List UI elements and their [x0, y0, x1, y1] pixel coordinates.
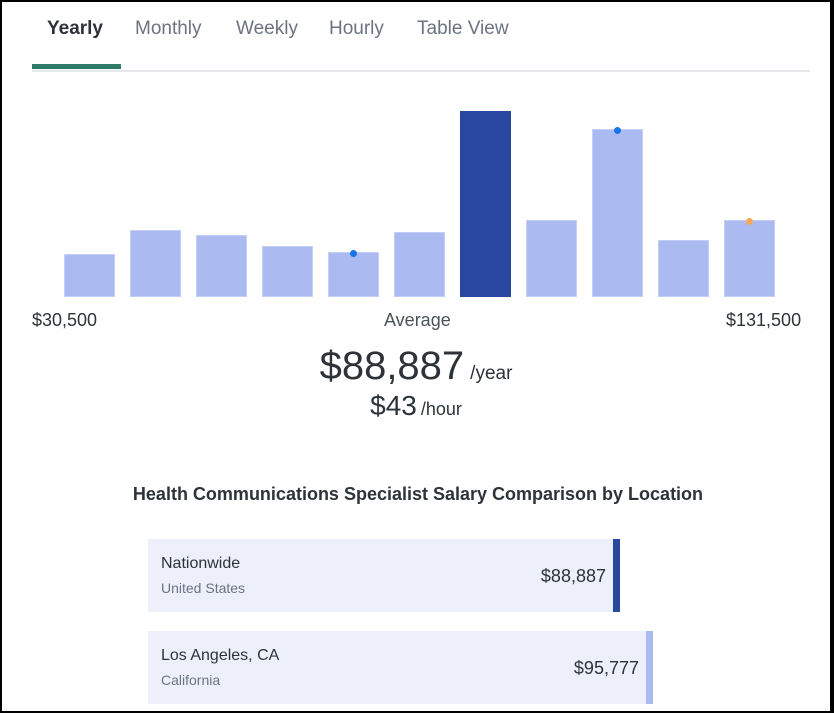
location-row-nationwide[interactable]: Nationwide United States $88,887 [148, 539, 620, 612]
histogram-bar[interactable] [64, 254, 115, 297]
location-row-los-angeles[interactable]: Los Angeles, CA California $95,777 [148, 631, 653, 704]
hourly-amount: $43 [370, 390, 417, 421]
tab-hourly[interactable]: Hourly [329, 18, 384, 39]
comparison-title: Health Communications Specialist Salary … [132, 484, 704, 504]
histogram-bar-average[interactable] [460, 111, 511, 297]
x-min-label: $30,500 [32, 310, 98, 330]
histogram-bar[interactable] [526, 220, 577, 297]
histogram-bar[interactable] [724, 220, 775, 297]
histogram-bar[interactable] [394, 232, 445, 297]
period-tabs [32, 2, 810, 72]
active-tab-indicator [32, 64, 121, 69]
location-salary: $95,777 [573, 658, 639, 678]
histogram-bar[interactable] [658, 240, 709, 297]
tab-monthly[interactable]: Monthly [135, 18, 202, 39]
histogram-bar[interactable] [592, 129, 643, 297]
yearly-amount: $88,887 [319, 344, 465, 388]
location-region: United States [161, 580, 246, 596]
salary-histogram [2, 2, 830, 322]
histogram-bar[interactable] [262, 246, 313, 297]
yearly-unit: /year [470, 363, 513, 384]
tab-yearly[interactable]: Yearly [47, 18, 103, 39]
x-max-label: $131,500 [726, 310, 802, 330]
yearly-salary: $88,887/year [2, 344, 830, 389]
hourly-unit: /hour [420, 399, 462, 419]
tab-weekly[interactable]: Weekly [236, 18, 298, 39]
location-region: California [161, 672, 221, 688]
location-salary: $88,887 [540, 566, 606, 586]
location-name: Los Angeles, CA [161, 647, 280, 664]
histogram-marker [614, 127, 621, 134]
tab-table-view[interactable]: Table View [417, 18, 509, 39]
histogram-bar[interactable] [130, 230, 181, 297]
average-label: Average [384, 310, 451, 330]
salary-bar-end [646, 631, 653, 704]
histogram-marker [746, 218, 753, 225]
histogram-bar[interactable] [328, 252, 379, 297]
histogram-bar[interactable] [196, 235, 247, 297]
hourly-salary: $43/hour [2, 390, 830, 422]
histogram-marker [350, 250, 357, 257]
salary-bar-end [613, 539, 620, 612]
location-name: Nationwide [161, 555, 241, 572]
